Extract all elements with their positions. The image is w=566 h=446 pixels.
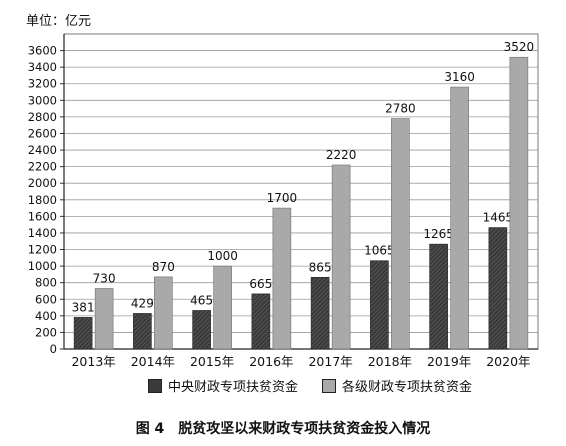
y-tick-label: 3400 (28, 60, 57, 74)
bar-all-levels (213, 265, 232, 350)
y-tick-label: 3200 (28, 77, 57, 91)
figure-caption: 图 4 脱贫攻坚以来财政专项扶贫资金投入情况 (0, 418, 566, 438)
bar-central (370, 260, 389, 350)
bar-all-levels (94, 288, 114, 350)
data-label-all-levels: 2220 (326, 148, 357, 162)
bar-all-levels (154, 276, 173, 350)
bar-all-levels (391, 118, 410, 350)
data-label-central: 865 (309, 260, 332, 274)
y-tick-label: 2600 (28, 126, 57, 140)
bar-all-levels (450, 86, 469, 350)
unit-label: 单位：亿元 (26, 14, 92, 29)
legend-swatch-central (148, 378, 162, 393)
x-tick-label: 2013年 (71, 354, 115, 369)
bar-central (429, 243, 448, 350)
y-tick-label: 1600 (28, 209, 57, 223)
y-tick-label: 3000 (28, 93, 57, 107)
y-tick-label: 1800 (28, 193, 57, 207)
data-label-all-levels: 3520 (504, 40, 535, 54)
legend-label-central: 中央财政专项扶贫资金 (168, 380, 299, 395)
y-tick-label: 2200 (28, 160, 57, 174)
bar-central (488, 227, 508, 350)
legend: 中央财政专项扶贫资金 各级财政专项扶贫资金 (0, 376, 566, 398)
x-tick-label: 2019年 (427, 354, 471, 369)
bar-all-levels (509, 56, 529, 350)
data-label-central: 465 (190, 293, 213, 307)
y-tick-label: 0 (50, 342, 57, 356)
y-tick-label: 400 (35, 309, 57, 323)
y-tick-label: 1400 (28, 226, 57, 240)
x-tick-label: 2014年 (131, 354, 175, 369)
y-tick-label: 1200 (28, 243, 57, 257)
data-label-all-levels: 1000 (207, 249, 238, 263)
bar-central (73, 317, 93, 350)
data-label-central: 1465 (483, 211, 514, 225)
x-tick-label: 2020年 (486, 354, 530, 369)
y-tick-label: 1000 (28, 259, 57, 273)
y-tick-label: 2400 (28, 143, 57, 157)
data-label-all-levels: 730 (93, 271, 116, 285)
y-tick-label: 2800 (28, 110, 57, 124)
data-label-all-levels: 2780 (385, 102, 416, 116)
bar-central (133, 313, 152, 350)
data-label-central: 1065 (364, 244, 395, 258)
y-tick-label: 200 (35, 325, 57, 339)
figure-number: 图 4 (135, 421, 165, 437)
y-tick-label: 2000 (28, 176, 57, 190)
legend-swatch-all-levels (322, 378, 336, 393)
bar-all-levels (331, 164, 351, 350)
y-tick-label: 600 (35, 292, 57, 306)
y-tick-label: 3600 (28, 44, 57, 58)
data-label-central: 1265 (423, 227, 454, 241)
legend-label-all-levels: 各级财政专项扶贫资金 (342, 380, 473, 395)
data-label-central: 381 (72, 300, 95, 314)
data-label-central: 665 (249, 277, 272, 291)
data-label-central: 429 (131, 296, 154, 310)
legend-item-all-levels: 各级财政专项扶贫资金 (322, 376, 472, 395)
bar-central (310, 276, 330, 350)
bar-all-levels (272, 207, 292, 350)
x-tick-label: 2016年 (249, 354, 293, 369)
x-tick-label: 2015年 (190, 354, 234, 369)
data-label-all-levels: 3160 (444, 70, 475, 84)
bar-central (251, 293, 271, 350)
data-label-all-levels: 870 (152, 260, 175, 274)
x-tick-label: 2018年 (368, 354, 412, 369)
bar-central (192, 310, 211, 350)
legend-item-central: 中央财政专项扶贫资金 (148, 376, 298, 395)
figure-title: 脱贫攻坚以来财政专项扶贫资金投入情况 (178, 421, 431, 437)
data-label-all-levels: 1700 (267, 191, 298, 205)
x-tick-label: 2017年 (308, 354, 352, 369)
y-tick-label: 800 (35, 276, 57, 290)
